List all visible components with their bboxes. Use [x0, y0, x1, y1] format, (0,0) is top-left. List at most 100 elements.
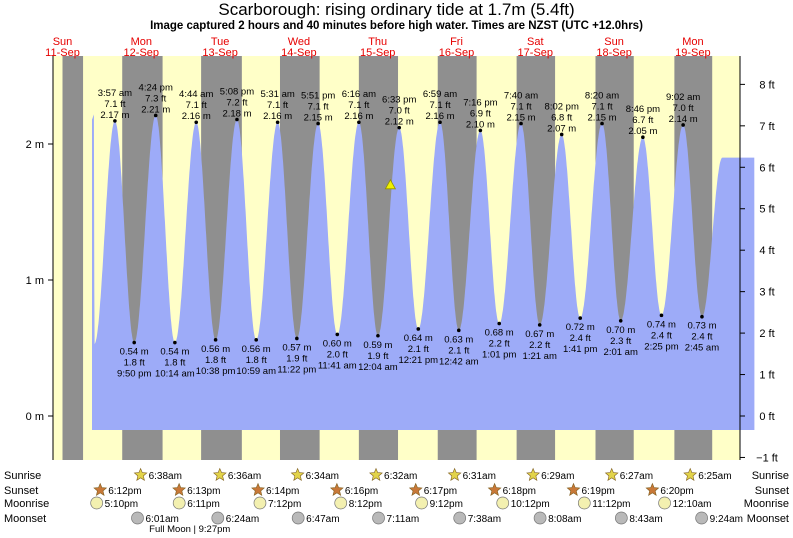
high-tide-point — [113, 119, 117, 123]
moonrise-icon — [253, 496, 267, 510]
chart-subtitle: Image captured 2 hours and 40 minutes be… — [150, 20, 643, 32]
sunset-icon — [566, 482, 581, 496]
sunrise-icon — [526, 467, 541, 481]
moon-phase-note: Full Moon | 9:27pm — [149, 524, 230, 535]
high-tide-time: 8:20 am — [585, 91, 619, 102]
sunset-icon — [172, 482, 187, 496]
day-name-label: Mon — [682, 36, 703, 48]
low-tide-feet: 2.1 ft — [408, 344, 429, 355]
sunset-time: 6:14pm — [266, 486, 299, 497]
sunrise-time: 6:36am — [228, 471, 261, 482]
sunrise-time: 6:34am — [306, 471, 339, 482]
day-name-label: Tue — [211, 36, 230, 48]
moonrise-time: 7:12pm — [268, 499, 301, 510]
day-date-label: 14-Sep — [281, 47, 316, 59]
sunrise-icon — [604, 467, 619, 481]
high-tide-time: 5:51 pm — [301, 91, 335, 102]
high-tide-time: 7:40 am — [504, 91, 538, 102]
high-tide-point — [641, 135, 645, 139]
high-tide-feet: 7.3 ft — [145, 93, 166, 104]
tide-area — [92, 114, 755, 431]
low-tide-time: 11:22 pm — [277, 364, 316, 375]
sunrise-icon — [683, 467, 698, 481]
sunset-row-label-right: Sunset — [755, 485, 789, 497]
moonset-time: 6:01am — [146, 514, 179, 525]
low-tide-metres: 0.70 m — [606, 325, 635, 336]
right-axis-label: 5 ft — [759, 204, 774, 216]
low-tide-point — [295, 336, 299, 341]
low-tide-metres: 0.57 m — [282, 342, 311, 353]
low-tide-time: 10:38 pm — [196, 366, 236, 377]
right-axis-label: 8 ft — [759, 79, 774, 91]
right-axis-label: 2 ft — [759, 328, 774, 340]
high-tide-metres: 2.17 m — [100, 110, 129, 121]
sunset-icon — [93, 482, 108, 496]
low-tide-feet: 1.9 ft — [367, 351, 388, 362]
moonrise-time: 6:11pm — [187, 499, 220, 510]
sunrise-icon — [290, 467, 305, 481]
moonrise-icon — [172, 496, 186, 510]
low-tide-point — [173, 340, 177, 345]
high-tide-feet: 7.1 ft — [429, 100, 450, 111]
low-tide-time: 9:50 pm — [117, 369, 151, 380]
low-tide-time: 1:21 am — [523, 351, 557, 362]
low-tide-metres: 0.56 m — [242, 344, 271, 355]
moonrise-time: 9:12pm — [430, 499, 463, 510]
high-tide-time: 4:24 pm — [139, 82, 173, 93]
low-tide-feet: 1.8 ft — [164, 358, 185, 369]
high-tide-feet: 7.0 ft — [389, 106, 410, 117]
low-tide-time: 12:42 am — [439, 356, 479, 367]
sunrise-time: 6:25am — [698, 471, 731, 482]
moonrise-row-label-right: Moonrise — [744, 498, 789, 510]
high-tide-metres: 2.18 m — [222, 109, 251, 120]
low-tide-time: 2:25 pm — [644, 341, 678, 352]
high-tide-feet: 7.0 ft — [673, 103, 694, 114]
day-date-label: 17-Sep — [518, 47, 553, 59]
moonset-icon — [211, 511, 225, 525]
high-tide-time: 6:33 pm — [382, 95, 416, 106]
day-name-label: Thu — [368, 36, 387, 48]
low-tide-feet: 2.1 ft — [448, 345, 469, 356]
low-tide-time: 1:01 pm — [482, 350, 516, 361]
low-tide-time: 10:14 am — [155, 369, 195, 380]
right-axis-label: 6 ft — [759, 162, 774, 174]
day-name-label: Fri — [450, 36, 463, 48]
sunset-time: 6:19pm — [582, 486, 615, 497]
high-tide-time: 6:59 am — [423, 89, 457, 100]
moonrise-icon — [415, 496, 428, 510]
high-tide-time: 8:46 pm — [626, 104, 660, 115]
left-axis-label: 1 m — [26, 275, 44, 287]
moonset-icon — [372, 511, 385, 525]
sunset-row-label: Sunset — [4, 485, 38, 497]
sunset-time: 6:18pm — [503, 486, 536, 497]
high-tide-feet: 7.1 ft — [104, 99, 125, 110]
sunrise-row-label-right: Sunrise — [752, 470, 789, 482]
moonrise-icon — [496, 496, 510, 510]
sunrise-row-label: Sunrise — [4, 470, 41, 482]
high-tide-metres: 2.15 m — [304, 113, 333, 124]
moonrise-time: 12:10am — [673, 499, 712, 510]
low-tide-metres: 0.64 m — [404, 333, 433, 344]
low-tide-point — [456, 328, 461, 333]
low-tide-point — [578, 316, 583, 320]
moonrise-time: 8:12pm — [349, 499, 382, 510]
sunset-icon — [329, 482, 344, 496]
day-date-label: 19-Sep — [675, 47, 710, 59]
low-tide-metres: 0.56 m — [201, 344, 230, 355]
moonset-icon — [453, 511, 467, 525]
moonset-icon — [533, 511, 547, 525]
moonset-row-label-right: Moonset — [747, 513, 789, 525]
chart-title: Scarborough: rising ordinary tide at 1.7… — [218, 0, 575, 19]
sunrise-icon — [369, 467, 383, 481]
right-axis-label: 3 ft — [759, 287, 774, 299]
moonset-time: 6:24am — [226, 514, 259, 525]
low-tide-point — [376, 333, 380, 338]
sunrise-time: 6:27am — [620, 471, 653, 482]
day-date-label: 18-Sep — [596, 47, 631, 59]
day-date-label: 13-Sep — [202, 47, 237, 59]
low-tide-feet: 2.0 ft — [327, 349, 348, 360]
moonrise-time: 11:12pm — [592, 499, 630, 510]
left-axis-label: 2 m — [26, 139, 44, 151]
high-tide-point — [681, 123, 685, 127]
